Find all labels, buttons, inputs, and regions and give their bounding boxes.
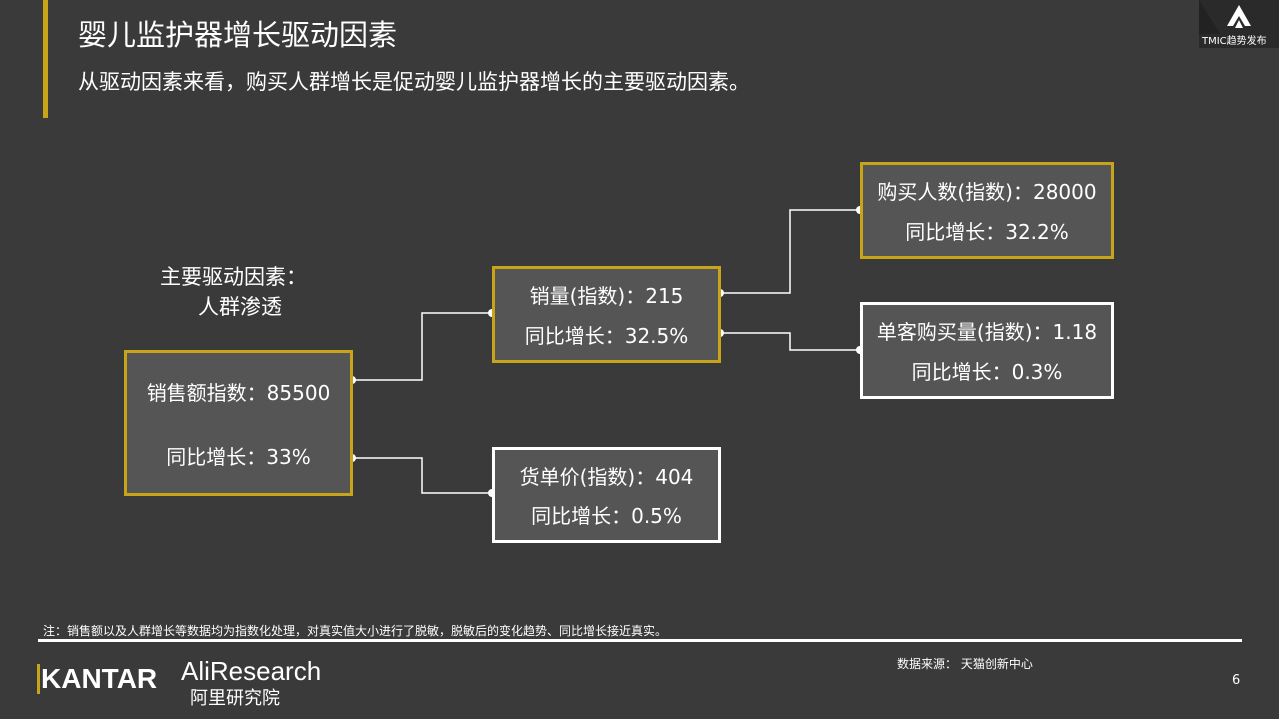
node-growth: 同比增长：0.5%: [531, 504, 682, 528]
data-source: 数据来源： 天猫创新中心: [897, 657, 1033, 671]
node-value: 销量(指数)：215: [529, 284, 684, 309]
node-value: 单客购买量(指数)：1.18: [876, 320, 1098, 345]
node-value: 货单价(指数)：404: [519, 465, 694, 489]
node-sales: 销售额指数：85500 同比增长：33%: [124, 350, 353, 496]
footnote: 注：销售额以及人群增长等数据均为指数化处理，对真实值大小进行了脱敏，脱敏后的变化…: [43, 624, 668, 638]
logo-text: TMIC趋势发布: [1202, 36, 1267, 47]
accent-bar: [43, 0, 48, 118]
node-growth: 同比增长：32.2%: [905, 219, 1069, 244]
node-per-buyer: 单客购买量(指数)：1.18 同比增长：0.3%: [860, 302, 1114, 399]
aliresearch-cn-logo: 阿里研究院: [190, 688, 280, 709]
node-value: 购买人数(指数)：28000: [877, 180, 1097, 205]
node-price: 货单价(指数)：404 同比增长：0.5%: [492, 447, 721, 543]
connector-volume-perbuyer: [720, 332, 860, 351]
tmic-logo: TMIC趋势发布: [1199, 0, 1279, 48]
node-growth: 同比增长：32.5%: [524, 323, 689, 348]
connector-sales-price: [352, 457, 492, 494]
node-buyers: 购买人数(指数)：28000 同比增长：32.2%: [860, 162, 1114, 259]
node-volume: 销量(指数)：215 同比增长：32.5%: [492, 266, 721, 363]
page-subtitle: 从驱动因素来看，购买人群增长是促动婴儿监护器增长的主要驱动因素。: [78, 70, 750, 94]
node-growth: 同比增长：0.3%: [911, 359, 1063, 384]
divider: [38, 639, 1242, 642]
driver-line2: 人群渗透: [198, 295, 282, 319]
node-growth: 同比增长：33%: [166, 444, 311, 469]
driver-line1: 主要驱动因素：: [160, 265, 307, 289]
page-number: 6: [1232, 673, 1241, 688]
connector-sales-volume: [352, 312, 492, 381]
aliresearch-logo: AliResearch: [181, 656, 322, 686]
node-value: 销售额指数：85500: [146, 380, 331, 405]
connector-volume-buyers: [720, 209, 860, 294]
driver-label: 主要驱动因素： 人群渗透: [160, 262, 307, 322]
page-title: 婴儿监护器增长驱动因素: [78, 18, 398, 52]
kantar-logo: KANTAR: [37, 664, 157, 694]
